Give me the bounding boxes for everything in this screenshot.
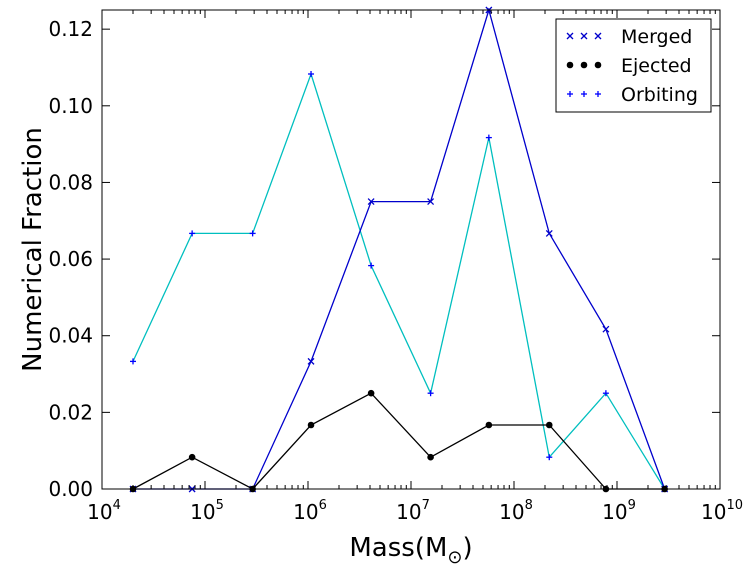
y-tick-label: 0.06 — [48, 247, 93, 271]
legend-marker-orbiting — [581, 91, 587, 97]
x-tick-label: 104 — [87, 498, 121, 524]
data-point-merged — [427, 198, 435, 206]
data-point-orbiting — [546, 454, 553, 461]
legend: Merged Ejected Orbiting — [555, 18, 712, 113]
legend-item-merged: Merged — [566, 26, 692, 48]
data-point-orbiting — [427, 390, 434, 397]
y-tick-label: 0.00 — [48, 477, 93, 501]
data-point-ejected — [427, 453, 434, 461]
y-tick-label: 0.02 — [48, 400, 93, 424]
data-point-ejected — [545, 421, 553, 429]
data-point-merged — [545, 229, 553, 237]
legend-marker-orbiting — [595, 91, 601, 97]
data-point-ejected — [188, 453, 196, 461]
data-point-ejected — [367, 389, 375, 397]
legend-marker-ejected — [566, 61, 574, 69]
x-tick-label: 1010 — [701, 498, 743, 524]
data-point-orbiting — [485, 134, 492, 141]
data-point-orbiting — [249, 230, 256, 237]
x-tick-label: 107 — [396, 498, 430, 524]
series-orbiting — [130, 70, 668, 492]
plot-frame — [101, 9, 721, 490]
legend-label-orbiting: Orbiting — [621, 84, 698, 106]
data-point-orbiting — [602, 390, 609, 397]
axis-layer: 0.00 0.02 0.04 0.06 0.08 0.10 0.12 104 105 106 107… — [48, 10, 743, 524]
data-point-orbiting — [130, 358, 137, 365]
legend-marker-ejected — [594, 61, 602, 69]
x-tick-label: 109 — [602, 498, 636, 524]
data-point-merged — [307, 357, 315, 365]
series-ejected — [129, 389, 668, 493]
y-tick-label: 0.08 — [48, 170, 93, 194]
legend-marker-merged — [580, 32, 588, 40]
legend-item-orbiting: Orbiting — [567, 84, 698, 106]
legend-marker-orbiting — [567, 91, 573, 97]
legend-label-merged: Merged — [621, 26, 692, 48]
legend-marker-merged — [594, 32, 602, 40]
data-point-ejected — [307, 421, 315, 429]
legend-marker-merged — [566, 32, 574, 40]
legend-marker-ejected — [580, 61, 588, 69]
data-point-ejected — [485, 421, 493, 429]
y-tick-label: 0.12 — [48, 17, 93, 41]
data-point-merged — [602, 325, 610, 333]
y-tick-label: 0.04 — [48, 324, 93, 348]
y-axis-label: Numerical Fraction — [18, 127, 48, 372]
y-tick-label: 0.10 — [48, 94, 93, 118]
series-line-orbiting — [132, 71, 666, 490]
x-tick-label: 106 — [293, 498, 327, 524]
data-point-orbiting — [368, 262, 375, 269]
x-axis-label: Mass(M⊙) — [349, 533, 472, 568]
data-point-merged — [367, 198, 375, 206]
x-tick-label: 108 — [499, 498, 533, 524]
legend-label-ejected: Ejected — [621, 55, 692, 77]
x-tick-label: 105 — [190, 498, 224, 524]
legend-item-ejected: Ejected — [566, 55, 692, 77]
data-point-orbiting — [189, 230, 196, 237]
series-line-ejected — [132, 392, 665, 490]
data-point-orbiting — [308, 70, 315, 77]
